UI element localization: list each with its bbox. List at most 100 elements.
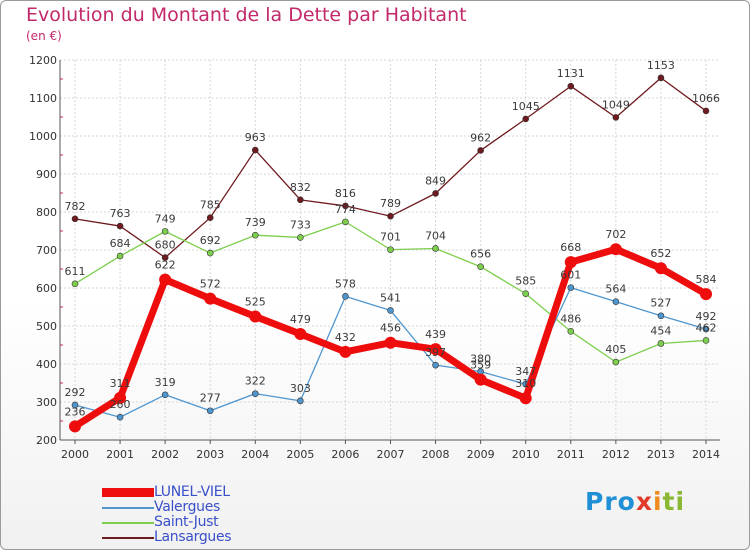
data-point-valergues <box>116 413 124 421</box>
legend-label-saint-just: Saint-Just <box>154 514 219 530</box>
data-label-lansargues: 1153 <box>647 59 675 72</box>
data-point-lunel-viel <box>69 420 81 433</box>
data-point-lansargues <box>432 190 439 197</box>
data-point-lansargues <box>612 114 620 121</box>
data-point-lunel-viel <box>204 292 217 305</box>
y-tick-label: 700 <box>36 244 57 257</box>
data-point-saint-just <box>116 252 124 260</box>
x-tick-label: 2013 <box>647 448 675 461</box>
data-point-valergues <box>161 391 169 399</box>
x-tick-label: 2011 <box>557 448 585 461</box>
data-point-lansargues <box>161 254 169 261</box>
data-point-lunel-viel <box>249 310 262 323</box>
data-label-saint-just: 684 <box>110 237 131 250</box>
data-label-valergues: 322 <box>245 375 266 388</box>
data-label-lansargues: 1049 <box>602 98 630 111</box>
data-label-saint-just: 692 <box>200 234 221 247</box>
data-label-lunel-viel: 702 <box>605 228 626 241</box>
data-point-lansargues <box>567 82 575 90</box>
data-point-valergues <box>297 397 304 405</box>
data-label-lunel-viel: 652 <box>650 247 671 260</box>
data-label-valergues: 578 <box>335 277 356 290</box>
data-point-lansargues <box>297 196 304 204</box>
legend-swatch-valergues <box>102 507 154 509</box>
legend-item-lansargues: Lansargues <box>102 529 322 545</box>
y-tick-label: 600 <box>36 282 57 295</box>
data-point-saint-just <box>387 246 394 253</box>
y-tick-label: 1000 <box>29 130 57 143</box>
data-label-valergues: 347 <box>515 365 536 378</box>
data-point-lunel-viel <box>609 243 622 256</box>
x-tick-label: 2014 <box>692 448 720 461</box>
data-label-saint-just: 701 <box>380 231 401 244</box>
legend-swatch-lunel-viel <box>102 488 154 497</box>
data-label-lansargues: 680 <box>155 239 176 252</box>
data-point-lunel-viel <box>114 391 127 404</box>
data-label-saint-just: 733 <box>290 218 311 231</box>
data-point-saint-just <box>567 328 575 335</box>
x-tick-label: 2004 <box>241 448 269 461</box>
data-point-saint-just <box>702 337 710 344</box>
data-point-lunel-viel <box>700 288 712 301</box>
data-labels: 782 763 680 785 963 832 816 789 849 962 1045 1131 10… <box>65 59 721 418</box>
y-tick-label: 300 <box>36 396 57 409</box>
data-point-lunel-viel <box>294 327 307 340</box>
data-label-valergues: 564 <box>605 283 626 296</box>
data-label-lunel-viel: 236 <box>65 405 86 418</box>
data-point-saint-just <box>612 358 620 366</box>
data-point-lansargues <box>342 202 349 210</box>
data-label-saint-just: 486 <box>560 312 581 325</box>
data-label-lunel-viel: 432 <box>335 331 356 344</box>
data-label-saint-just: 704 <box>425 229 446 242</box>
data-label-lunel-viel: 456 <box>380 322 401 335</box>
x-tick-label: 2012 <box>602 448 630 461</box>
data-point-saint-just <box>71 280 79 288</box>
x-tick-label: 2001 <box>106 448 134 461</box>
data-point-valergues <box>71 401 79 409</box>
data-point-saint-just <box>206 249 214 257</box>
data-label-valergues: 380 <box>470 353 491 366</box>
data-point-saint-just <box>477 263 484 271</box>
legend: LUNEL-VIEL Valergues Saint-Just Lansargu… <box>102 484 322 545</box>
data-label-saint-just: 611 <box>65 265 86 278</box>
data-point-valergues <box>432 361 439 369</box>
data-point-valergues <box>251 390 259 397</box>
axes: 200 300 400 500 600 700 800 900 1000 1100 1200 2000… <box>29 54 720 461</box>
data-point-valergues <box>612 298 620 305</box>
data-label-saint-just: 774 <box>335 203 356 216</box>
legend-swatch-lansargues <box>102 537 154 539</box>
data-label-lunel-viel: 584 <box>696 273 717 286</box>
x-tick-label: 2007 <box>377 448 405 461</box>
data-label-lunel-viel: 311 <box>110 377 131 390</box>
data-point-lansargues <box>477 147 484 154</box>
data-label-valergues: 260 <box>110 398 131 411</box>
data-label-saint-just: 585 <box>515 275 536 288</box>
data-label-lansargues: 1131 <box>557 67 585 80</box>
data-point-valergues <box>657 312 665 320</box>
data-label-lansargues: 1066 <box>692 92 720 105</box>
data-label-lansargues: 785 <box>200 199 221 212</box>
data-point-lansargues <box>387 212 394 220</box>
legend-item-lunel-viel: LUNEL-VIEL <box>102 484 322 500</box>
data-point-lunel-viel <box>519 392 532 405</box>
data-point-lunel-viel <box>159 273 172 286</box>
legend-label-valergues: Valergues <box>154 499 221 515</box>
data-label-valergues: 601 <box>560 269 581 282</box>
data-point-lunel-viel <box>564 256 577 269</box>
proxiti-logo: Proxiti <box>585 487 686 516</box>
legend-label-lansargues: Lansargues <box>154 529 232 545</box>
data-point-valergues <box>702 325 710 333</box>
data-label-saint-just: 454 <box>650 324 671 337</box>
legend-item-valergues: Valergues <box>102 499 322 515</box>
data-label-lansargues: 849 <box>425 174 446 187</box>
data-label-saint-just: 656 <box>470 248 491 261</box>
data-point-lansargues <box>206 214 214 221</box>
data-label-lunel-viel: 622 <box>155 259 176 272</box>
data-label-lunel-viel: 525 <box>245 296 266 309</box>
data-label-lansargues: 963 <box>245 131 266 144</box>
data-label-lansargues: 763 <box>110 207 131 220</box>
series <box>69 74 712 433</box>
data-point-valergues <box>567 284 575 291</box>
data-label-lansargues: 789 <box>380 197 401 210</box>
